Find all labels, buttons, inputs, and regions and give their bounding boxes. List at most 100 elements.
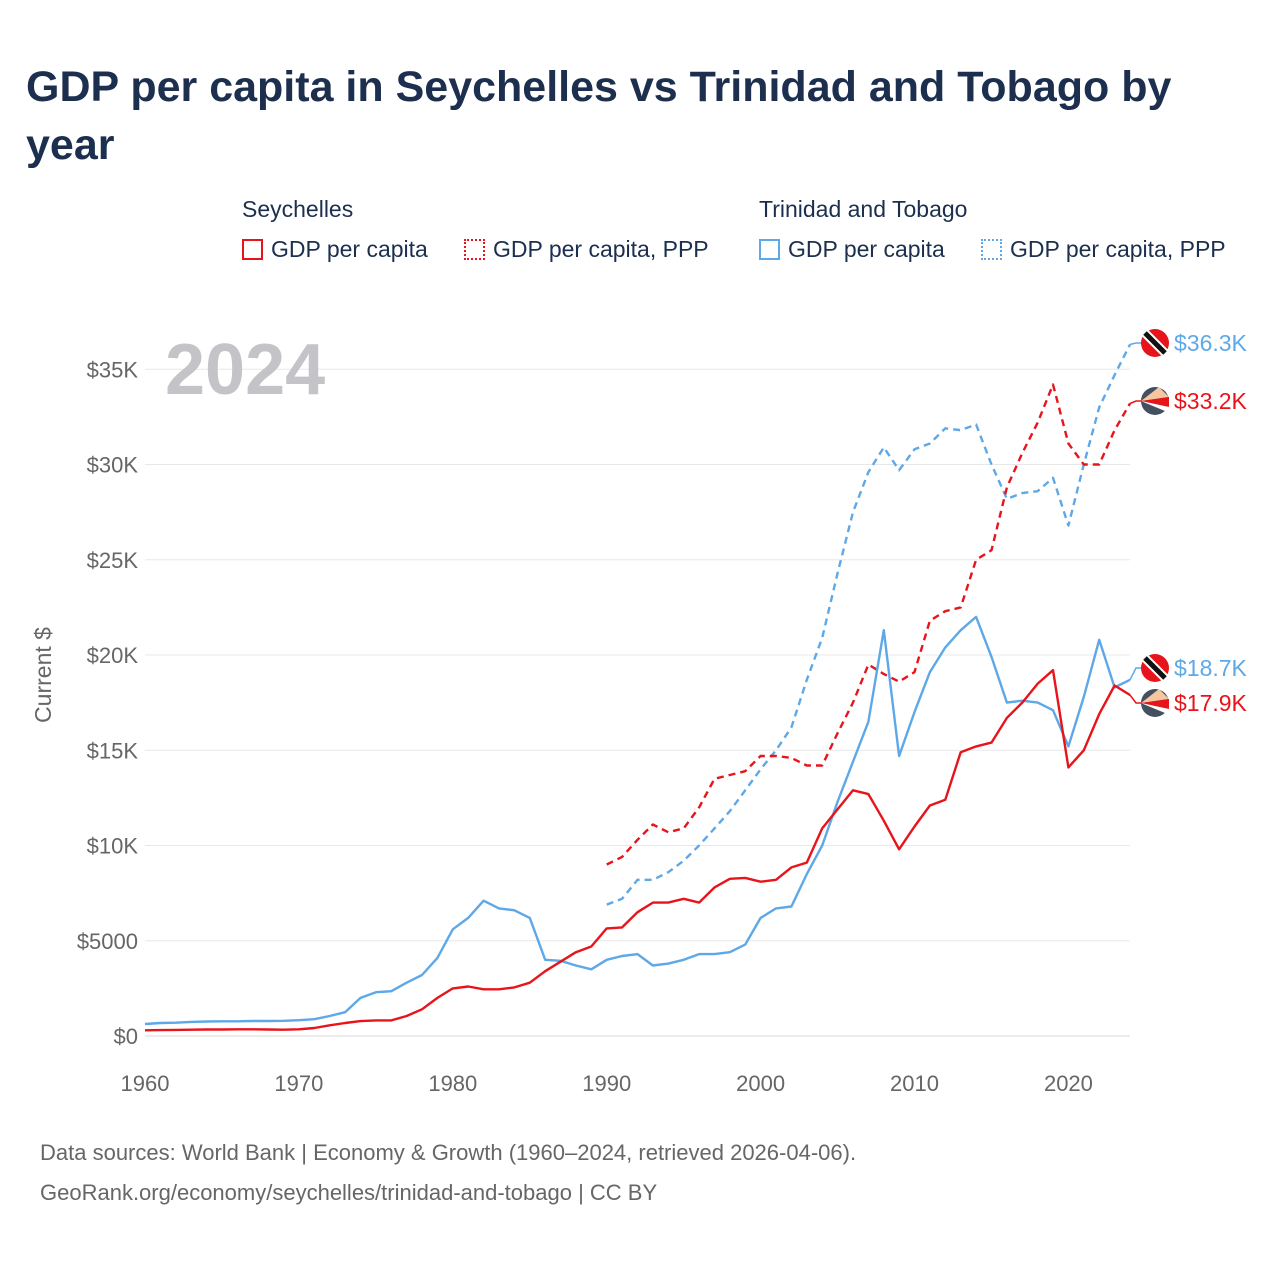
data-point-sc_gdp[interactable] — [634, 908, 642, 916]
data-point-sc_gdp[interactable] — [495, 985, 503, 993]
data-point-sc_gdp[interactable] — [510, 983, 518, 991]
data-point-tt_ppp[interactable] — [834, 569, 842, 577]
data-point-sc_ppp[interactable] — [1126, 400, 1134, 408]
data-point-tt_gdp[interactable] — [1080, 693, 1088, 701]
data-point-tt_gdp[interactable] — [418, 971, 426, 979]
data-point-tt_gdp[interactable] — [480, 897, 488, 905]
data-point-tt_ppp[interactable] — [1064, 521, 1072, 529]
data-point-tt_ppp[interactable] — [864, 468, 872, 476]
data-point-tt_gdp[interactable] — [587, 965, 595, 973]
data-point-sc_ppp[interactable] — [895, 678, 903, 686]
data-point-tt_gdp[interactable] — [911, 708, 919, 716]
data-point-sc_gdp[interactable] — [803, 859, 811, 867]
data-point-sc_gdp[interactable] — [710, 883, 718, 891]
data-point-sc_gdp[interactable] — [403, 1012, 411, 1020]
data-point-tt_ppp[interactable] — [787, 723, 795, 731]
data-point-tt_gdp[interactable] — [695, 950, 703, 958]
data-point-tt_gdp[interactable] — [172, 1019, 180, 1027]
data-point-sc_ppp[interactable] — [1049, 380, 1057, 388]
data-point-sc_gdp[interactable] — [818, 824, 826, 832]
data-point-tt_gdp[interactable] — [664, 960, 672, 968]
data-point-sc_ppp[interactable] — [972, 556, 980, 564]
data-point-sc_ppp[interactable] — [618, 853, 626, 861]
series-line-tt_ppp[interactable] — [606, 343, 1132, 906]
data-point-sc_gdp[interactable] — [911, 822, 919, 830]
data-point-tt_ppp[interactable] — [1034, 487, 1042, 495]
data-point-sc_ppp[interactable] — [741, 767, 749, 775]
legend-item-trinidad-ppp[interactable]: GDP per capita, PPP — [981, 236, 1226, 263]
data-point-sc_gdp[interactable] — [480, 985, 488, 993]
data-point-sc_ppp[interactable] — [880, 670, 888, 678]
data-point-tt_gdp[interactable] — [926, 668, 934, 676]
data-point-sc_gdp[interactable] — [772, 876, 780, 884]
data-point-tt_ppp[interactable] — [957, 426, 965, 434]
data-point-tt_gdp[interactable] — [541, 956, 549, 964]
data-point-sc_gdp[interactable] — [203, 1026, 211, 1034]
data-point-sc_gdp[interactable] — [849, 786, 857, 794]
data-point-tt_gdp[interactable] — [295, 1016, 303, 1024]
data-point-tt_ppp[interactable] — [1095, 403, 1103, 411]
data-point-sc_gdp[interactable] — [741, 874, 749, 882]
data-point-tt_gdp[interactable] — [280, 1017, 288, 1025]
data-point-tt_gdp[interactable] — [510, 906, 518, 914]
data-point-sc_gdp[interactable] — [1034, 680, 1042, 688]
data-point-sc_gdp[interactable] — [418, 1005, 426, 1013]
data-point-tt_gdp[interactable] — [203, 1018, 211, 1026]
data-point-tt_gdp[interactable] — [680, 956, 688, 964]
data-point-sc_gdp[interactable] — [356, 1017, 364, 1025]
data-point-sc_gdp[interactable] — [387, 1016, 395, 1024]
data-point-sc_gdp[interactable] — [972, 742, 980, 750]
data-point-tt_ppp[interactable] — [941, 424, 949, 432]
data-point-sc_gdp[interactable] — [664, 899, 672, 907]
data-point-tt_ppp[interactable] — [710, 824, 718, 832]
data-point-sc_gdp[interactable] — [987, 739, 995, 747]
data-point-tt_gdp[interactable] — [526, 914, 534, 922]
data-point-tt_gdp[interactable] — [818, 842, 826, 850]
data-point-tt_ppp[interactable] — [695, 842, 703, 850]
data-point-tt_gdp[interactable] — [803, 870, 811, 878]
data-point-tt_ppp[interactable] — [987, 461, 995, 469]
series-line-tt_gdp[interactable] — [144, 615, 1131, 1026]
data-point-sc_ppp[interactable] — [803, 761, 811, 769]
data-point-tt_gdp[interactable] — [1034, 699, 1042, 707]
data-point-sc_gdp[interactable] — [726, 875, 734, 883]
data-point-tt_gdp[interactable] — [218, 1017, 226, 1025]
data-point-tt_ppp[interactable] — [664, 868, 672, 876]
data-point-tt_ppp[interactable] — [926, 440, 934, 448]
data-point-tt_gdp[interactable] — [941, 643, 949, 651]
data-point-sc_ppp[interactable] — [1018, 449, 1026, 457]
data-point-tt_ppp[interactable] — [1049, 474, 1057, 482]
data-point-tt_gdp[interactable] — [572, 962, 580, 970]
data-point-sc_gdp[interactable] — [187, 1026, 195, 1034]
data-point-sc_gdp[interactable] — [1111, 681, 1119, 689]
data-point-sc_gdp[interactable] — [649, 899, 657, 907]
data-point-tt_gdp[interactable] — [356, 994, 364, 1002]
data-point-tt_gdp[interactable] — [495, 904, 503, 912]
data-point-sc_ppp[interactable] — [864, 661, 872, 669]
data-point-sc_gdp[interactable] — [680, 895, 688, 903]
data-point-tt_gdp[interactable] — [1095, 636, 1103, 644]
data-point-tt_gdp[interactable] — [187, 1018, 195, 1026]
data-point-sc_gdp[interactable] — [372, 1016, 380, 1024]
data-point-sc_gdp[interactable] — [864, 790, 872, 798]
data-point-sc_gdp[interactable] — [926, 801, 934, 809]
data-point-sc_gdp[interactable] — [572, 948, 580, 956]
data-point-tt_gdp[interactable] — [341, 1008, 349, 1016]
data-point-tt_ppp[interactable] — [818, 634, 826, 642]
data-point-tt_ppp[interactable] — [1018, 489, 1026, 497]
data-point-sc_gdp[interactable] — [433, 994, 441, 1002]
data-point-tt_ppp[interactable] — [803, 676, 811, 684]
data-point-tt_gdp[interactable] — [757, 914, 765, 922]
data-point-sc_ppp[interactable] — [941, 607, 949, 615]
data-point-tt_gdp[interactable] — [864, 718, 872, 726]
data-point-tt_gdp[interactable] — [403, 979, 411, 987]
series-line-sc_ppp[interactable] — [606, 383, 1132, 866]
data-point-sc_gdp[interactable] — [295, 1025, 303, 1033]
data-point-tt_ppp[interactable] — [880, 443, 888, 451]
data-point-tt_gdp[interactable] — [972, 613, 980, 621]
data-point-tt_gdp[interactable] — [726, 948, 734, 956]
data-point-tt_gdp[interactable] — [895, 752, 903, 760]
data-point-sc_gdp[interactable] — [557, 958, 565, 966]
data-point-tt_gdp[interactable] — [387, 987, 395, 995]
data-point-sc_ppp[interactable] — [834, 729, 842, 737]
